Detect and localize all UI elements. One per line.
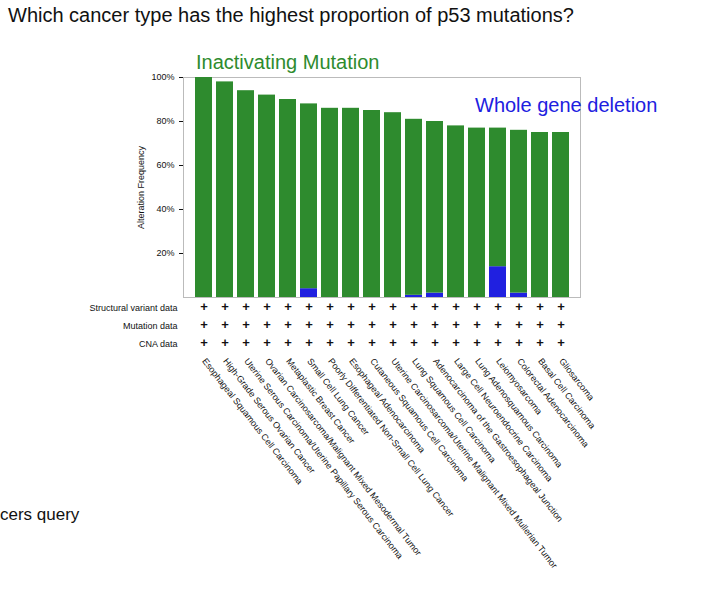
svg-text:+: + bbox=[263, 299, 271, 314]
svg-text:+: + bbox=[347, 299, 355, 314]
svg-text:Uterine Serous Carcinoma/Uteri: Uterine Serous Carcinoma/Uterine Papilla… bbox=[242, 356, 405, 560]
svg-text:Poorly Differentiated Non-Smal: Poorly Differentiated Non-Small Cell Lun… bbox=[326, 356, 456, 519]
svg-text:+: + bbox=[200, 299, 208, 314]
svg-text:+: + bbox=[368, 317, 376, 332]
svg-text:+: + bbox=[536, 317, 544, 332]
svg-text:Gliosarcoma: Gliosarcoma bbox=[557, 356, 596, 402]
svg-text:+: + bbox=[347, 317, 355, 332]
svg-text:+: + bbox=[305, 299, 313, 314]
svg-text:Large Cell Neuroendocrine Carc: Large Cell Neuroendocrine Carcinoma bbox=[452, 356, 554, 483]
svg-text:60%: 60% bbox=[156, 160, 174, 170]
svg-text:+: + bbox=[263, 317, 271, 332]
html-text:Which cancer type has the high: Which cancer type has the highest propor… bbox=[8, 4, 574, 26]
svg-text:Whole gene deletion: Whole gene deletion bbox=[475, 94, 657, 116]
svg-text:+: + bbox=[326, 317, 334, 332]
svg-text:Inactivating Mutation: Inactivating Mutation bbox=[196, 51, 379, 73]
svg-text:+: + bbox=[221, 299, 229, 314]
svg-text:+: + bbox=[557, 317, 565, 332]
svg-text:Mutation data: Mutation data bbox=[123, 321, 178, 331]
svg-text:Structural variant data: Structural variant data bbox=[89, 303, 177, 313]
html-text:cers query: cers query bbox=[0, 505, 80, 524]
svg-text:+: + bbox=[515, 299, 523, 314]
svg-text:Lung Squamous Cell Carcinoma: Lung Squamous Cell Carcinoma bbox=[410, 356, 498, 465]
svg-text:+: + bbox=[221, 317, 229, 332]
svg-text:+: + bbox=[473, 299, 481, 314]
svg-text:Colorectal Adenocarcinoma: Colorectal Adenocarcinoma bbox=[515, 356, 591, 450]
svg-text:+: + bbox=[431, 299, 439, 314]
svg-text:+: + bbox=[284, 299, 292, 314]
svg-text:+: + bbox=[368, 299, 376, 314]
svg-text:+: + bbox=[431, 317, 439, 332]
svg-text:Cutaneous Squamous Cell Carcin: Cutaneous Squamous Cell Carcinoma bbox=[368, 356, 471, 484]
svg-text:Ovarian Carcinosarcoma/Maligna: Ovarian Carcinosarcoma/Malignant Mixed M… bbox=[263, 356, 424, 558]
svg-text:+: + bbox=[242, 299, 250, 314]
svg-text:+: + bbox=[536, 335, 544, 350]
svg-text:+: + bbox=[494, 299, 502, 314]
svg-text:+: + bbox=[326, 335, 334, 350]
svg-text:+: + bbox=[221, 335, 229, 350]
svg-text:Esophageal Squamous Cell Carci: Esophageal Squamous Cell Carcinoma bbox=[200, 356, 305, 487]
svg-text:Uterine Carcinosarcoma/Uterine: Uterine Carcinosarcoma/Uterine Malignant… bbox=[389, 356, 559, 570]
svg-text:Lung Adenosquamous Carcinoma: Lung Adenosquamous Carcinoma bbox=[473, 356, 565, 470]
svg-text:CNA data: CNA data bbox=[139, 339, 178, 349]
svg-text:+: + bbox=[410, 335, 418, 350]
svg-text:+: + bbox=[494, 317, 502, 332]
svg-text:+: + bbox=[242, 317, 250, 332]
svg-text:+: + bbox=[410, 317, 418, 332]
svg-text:+: + bbox=[452, 335, 460, 350]
svg-text:+: + bbox=[263, 335, 271, 350]
svg-text:+: + bbox=[557, 299, 565, 314]
svg-text:+: + bbox=[389, 299, 397, 314]
svg-text:+: + bbox=[494, 335, 502, 350]
svg-text:+: + bbox=[326, 299, 334, 314]
svg-text:+: + bbox=[284, 335, 292, 350]
svg-text:+: + bbox=[305, 335, 313, 350]
svg-text:+: + bbox=[389, 317, 397, 332]
svg-text:Esophageal Adenocarcinoma: Esophageal Adenocarcinoma bbox=[347, 356, 428, 455]
svg-text:+: + bbox=[515, 317, 523, 332]
svg-text:+: + bbox=[242, 335, 250, 350]
svg-text:+: + bbox=[473, 335, 481, 350]
svg-text:Leiomyosarcoma: Leiomyosarcoma bbox=[494, 356, 545, 417]
svg-text:Basal Cell Carcinoma: Basal Cell Carcinoma bbox=[536, 356, 597, 430]
svg-text:+: + bbox=[410, 299, 418, 314]
svg-text:+: + bbox=[347, 335, 355, 350]
svg-text:Small Cell Lung Cancer: Small Cell Lung Cancer bbox=[305, 356, 372, 437]
svg-text:Adenocarcinoma of the Gastroes: Adenocarcinoma of the Gastroesophageal J… bbox=[431, 356, 565, 523]
svg-text:+: + bbox=[284, 317, 292, 332]
svg-text:+: + bbox=[536, 299, 544, 314]
svg-text:100%: 100% bbox=[151, 72, 174, 82]
svg-text:+: + bbox=[473, 317, 481, 332]
svg-text:+: + bbox=[431, 335, 439, 350]
svg-text:High-Grade Serous Ovarian Canc: High-Grade Serous Ovarian Cancer bbox=[221, 356, 318, 476]
svg-text:80%: 80% bbox=[156, 116, 174, 126]
svg-text:+: + bbox=[452, 299, 460, 314]
svg-text:20%: 20% bbox=[156, 248, 174, 258]
svg-text:+: + bbox=[305, 317, 313, 332]
svg-text:+: + bbox=[515, 335, 523, 350]
svg-text:+: + bbox=[200, 317, 208, 332]
svg-text:+: + bbox=[452, 317, 460, 332]
svg-text:+: + bbox=[368, 335, 376, 350]
svg-text:+: + bbox=[200, 335, 208, 350]
svg-text:+: + bbox=[557, 335, 565, 350]
svg-text:Metaplastic Breast Cancer: Metaplastic Breast Cancer bbox=[284, 356, 357, 446]
svg-text:Alteration Frequency: Alteration Frequency bbox=[136, 145, 146, 229]
svg-text:40%: 40% bbox=[156, 204, 174, 214]
svg-text:+: + bbox=[389, 335, 397, 350]
